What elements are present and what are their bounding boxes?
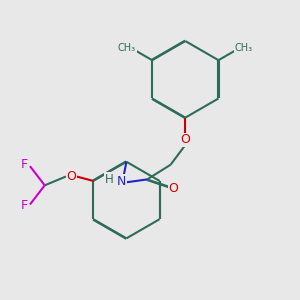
Text: F: F bbox=[21, 158, 28, 171]
Text: F: F bbox=[21, 200, 28, 212]
Text: O: O bbox=[180, 133, 190, 146]
Text: O: O bbox=[169, 182, 178, 195]
Text: CH₃: CH₃ bbox=[118, 44, 136, 53]
Text: O: O bbox=[66, 170, 76, 183]
Text: N: N bbox=[117, 175, 126, 188]
Text: H: H bbox=[104, 173, 113, 186]
Text: CH₃: CH₃ bbox=[235, 44, 253, 53]
